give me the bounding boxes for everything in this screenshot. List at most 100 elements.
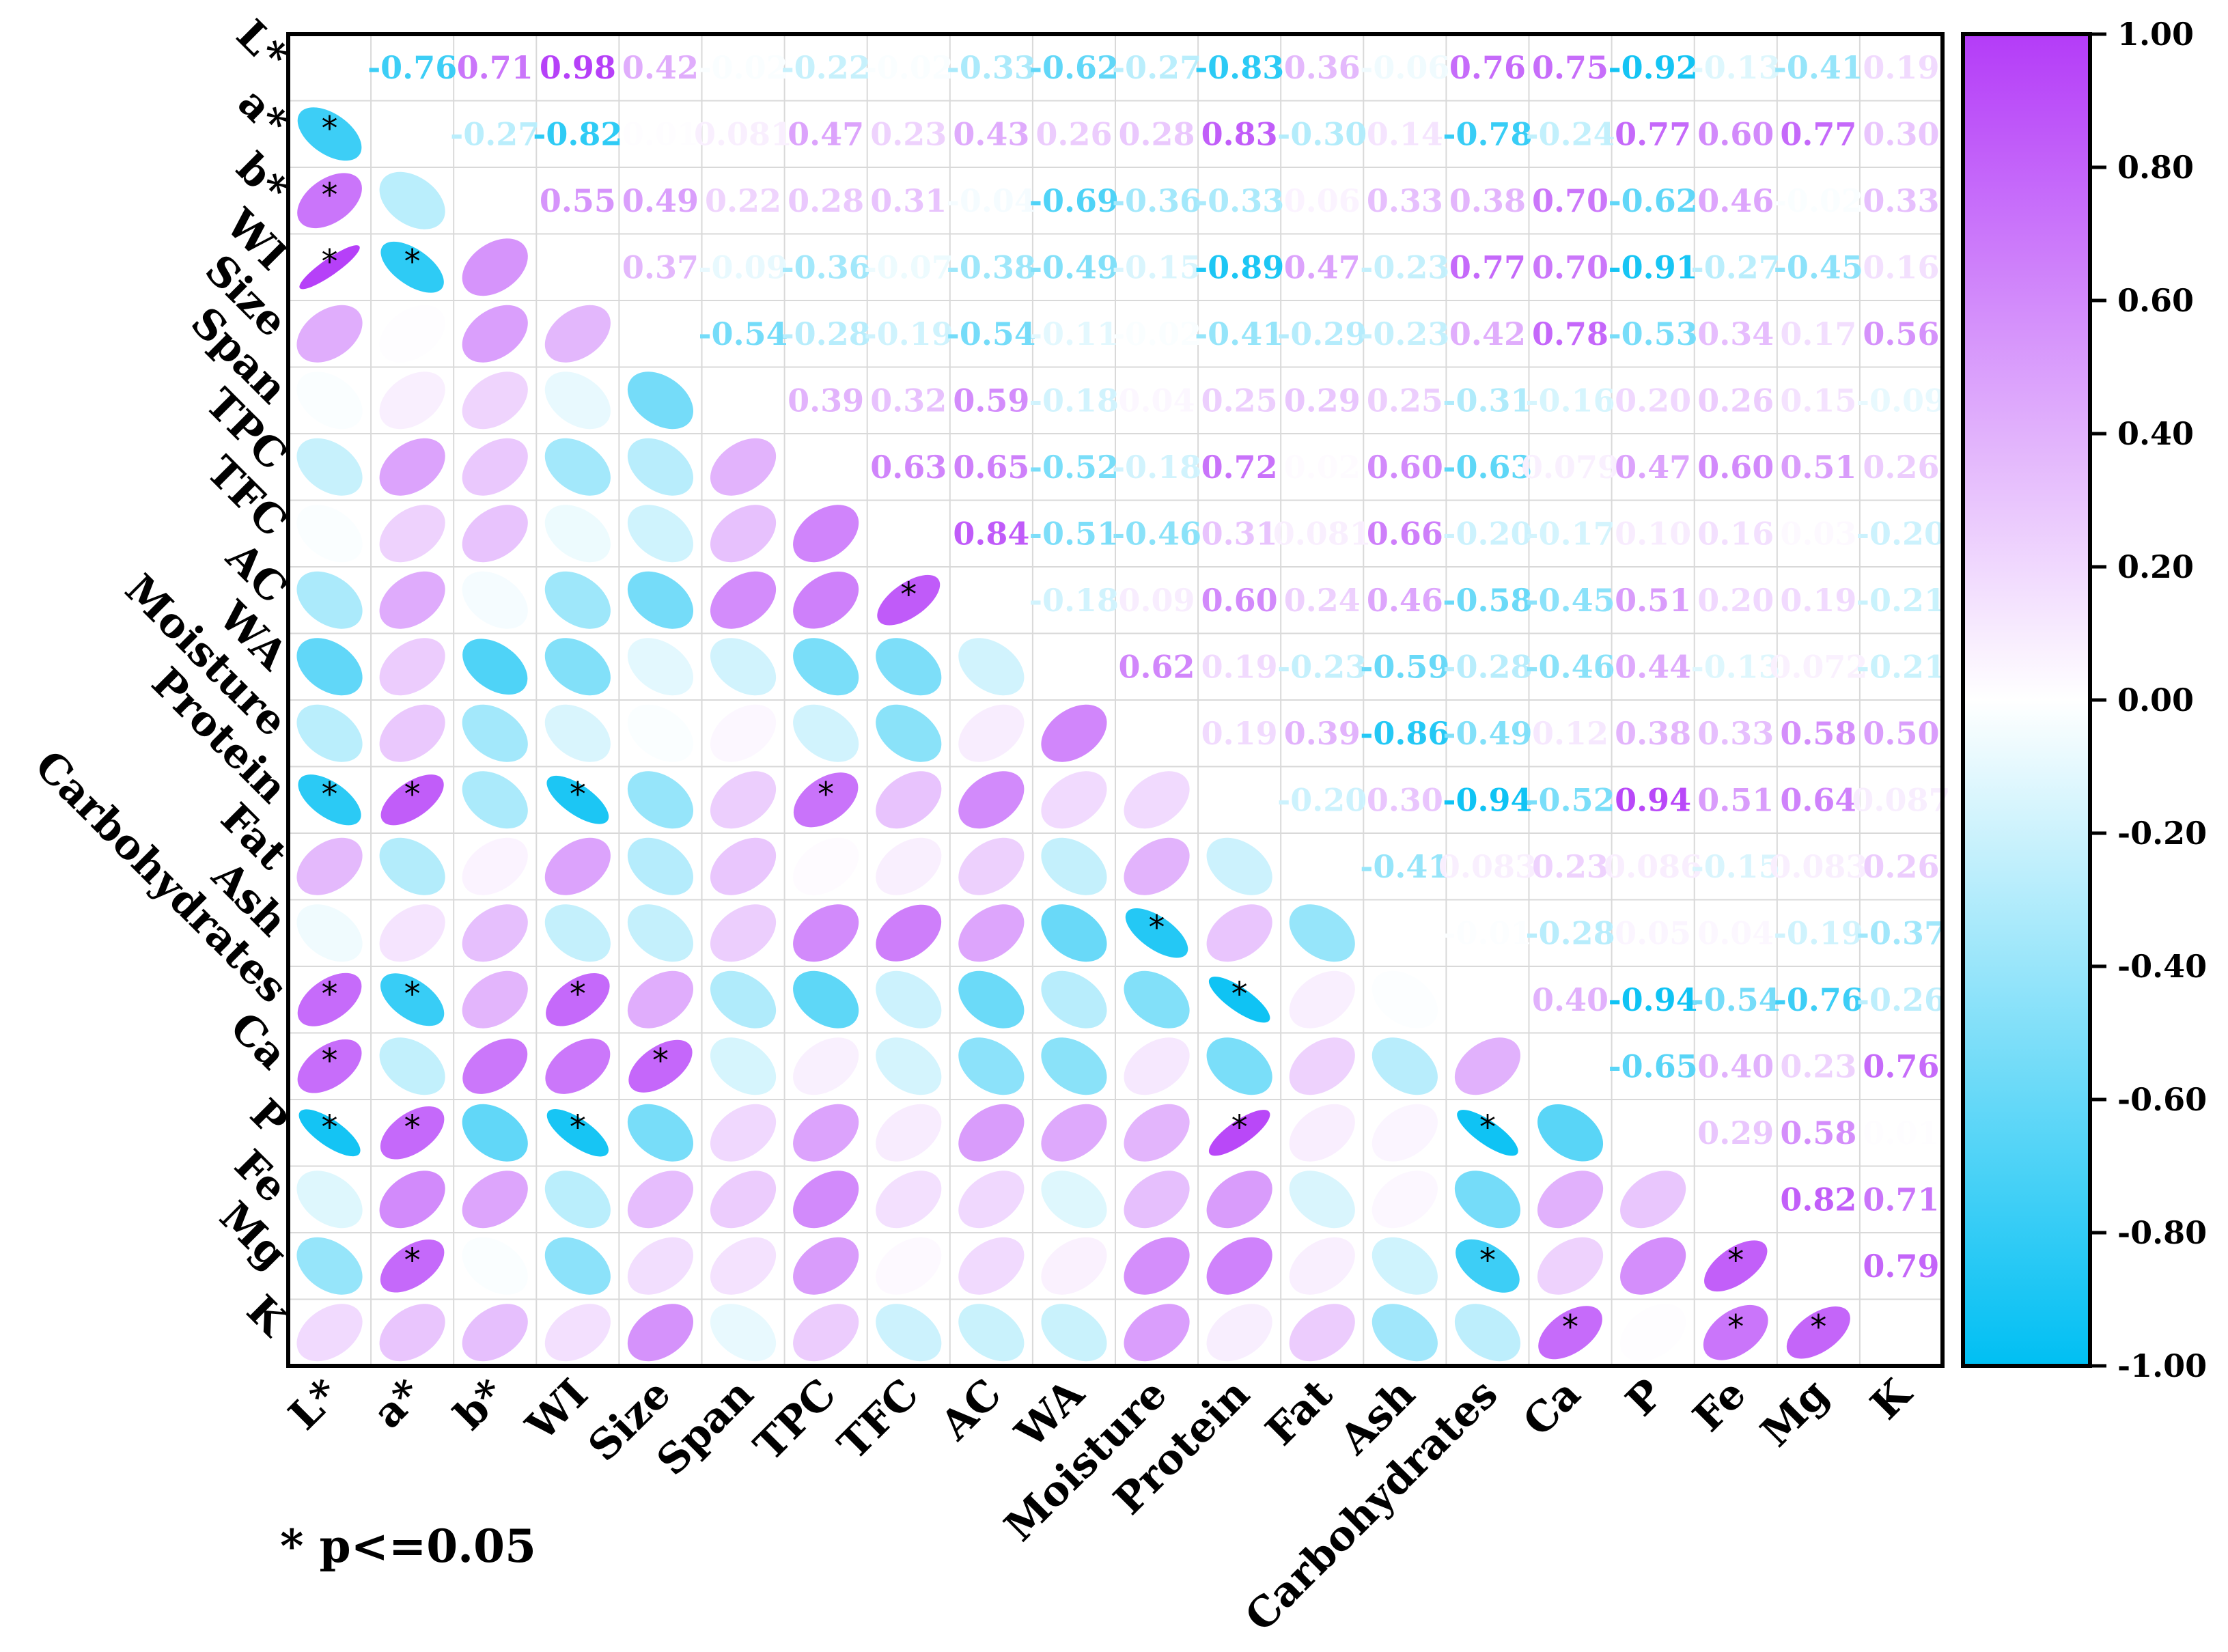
corr-ellipse-ca-tpc [793, 1037, 859, 1095]
corr-value-a-fe: 0.60 [1697, 115, 1774, 152]
corr-value-a-moisture: 0.28 [1119, 115, 1195, 152]
corr-ellipse-fat-moisture [1124, 837, 1190, 895]
corr-ellipse-carbohydrates-ash [1371, 970, 1438, 1028]
corr-ellipse-wa-tpc [793, 638, 859, 696]
corr-value-wi-carbohydrates: 0.77 [1449, 249, 1526, 285]
corr-value-size-k: 0.56 [1863, 316, 1939, 352]
significance-star: * [322, 109, 338, 148]
corr-ellipse-fe-a [379, 1171, 445, 1229]
plot-frame [286, 32, 1945, 1368]
correlation-values: -0.76 0.71 0.98 0.42 -0.02-0.22-0.02-0.33-0.… [367, 49, 1950, 1285]
corr-ellipse-wa-span [710, 638, 777, 696]
corr-ellipse-protein-tfc [876, 771, 942, 829]
corr-ellipse-ash-protein [1206, 904, 1272, 962]
corr-ellipse-moisture-span [710, 704, 777, 762]
corr-value-moisture-fat: 0.39 [1284, 715, 1361, 752]
corr-ellipse-ash-size [627, 904, 694, 962]
corr-value-tfc-ca: -0.17 [1525, 515, 1615, 552]
corr-ellipse-moisture-l [296, 704, 363, 762]
colorbar-tick-label: 0.00 [2117, 682, 2194, 718]
corr-value-b-tfc: 0.31 [870, 182, 947, 219]
corr-value-wi-p: -0.91 [1609, 249, 1698, 285]
corr-value-tpc-fe: 0.60 [1697, 449, 1774, 486]
corr-value-tfc-ac: 0.84 [953, 515, 1029, 552]
corr-ellipse-ca-moisture [1124, 1037, 1190, 1095]
corr-ellipse-protein-l [298, 774, 361, 826]
corr-ellipse-fat-b [462, 837, 528, 895]
corr-ellipse-carbohydrates-wi [546, 972, 610, 1026]
corr-ellipse-k-size [627, 1304, 694, 1362]
corr-value-b-k: 0.33 [1863, 182, 1939, 219]
corr-value-tfc-p: 0.10 [1615, 515, 1691, 552]
corr-value-tpc-protein: 0.72 [1201, 449, 1278, 486]
corr-ellipse-carbohydrates-b [462, 970, 528, 1028]
corr-value-fat-k: 0.26 [1863, 848, 1939, 885]
corr-ellipse-p-b [462, 1104, 528, 1162]
corr-value-a-b: -0.27 [450, 115, 540, 152]
corr-value-tpc-moisture: -0.18 [1112, 449, 1201, 486]
corr-ellipse-tfc-a [379, 505, 445, 563]
corr-ellipse-ca-wi [545, 1038, 611, 1094]
corr-ellipse-k-protein [1206, 1304, 1272, 1362]
corr-ellipse-moisture-tfc [876, 704, 942, 762]
corr-ellipse-ac-size [627, 571, 694, 629]
corr-ellipse-ca-wa [1041, 1037, 1107, 1095]
corr-ellipse-fe-wi [544, 1171, 611, 1229]
corr-value-ac-moisture: 0.09 [1119, 582, 1195, 619]
corr-ellipse-ca-ash [1371, 1037, 1438, 1095]
colorbar-tick-label: -0.40 [2117, 948, 2207, 985]
corr-value-a-tfc: 0.23 [870, 115, 947, 152]
corr-value-tfc-carbohydrates: -0.20 [1443, 515, 1532, 552]
corr-value-b-p: -0.62 [1609, 182, 1698, 219]
corr-value-tpc-fat: 0.02 [1284, 449, 1361, 486]
corr-ellipse-ca-protein [1206, 1037, 1272, 1095]
corr-ellipse-ac-a [379, 571, 445, 629]
corr-ellipse-carbohydrates-a [380, 973, 445, 1026]
corr-ellipse-wa-wi [544, 638, 611, 696]
corr-ellipse-ca-span [710, 1037, 777, 1095]
corr-ellipse-p-carbohydrates [1457, 1110, 1518, 1156]
corr-ellipse-carbohydrates-protein [1208, 977, 1270, 1023]
corr-ellipse-carbohydrates-moisture [1124, 970, 1190, 1028]
corr-ellipse-protein-a [380, 774, 444, 826]
corr-value-wa-protein: 0.19 [1201, 648, 1278, 685]
corr-ellipse-ash-b [462, 904, 528, 962]
corr-value-tfc-mg: 0.03 [1780, 515, 1856, 552]
corr-ellipse-size-wi [544, 305, 611, 363]
significance-star: * [570, 1108, 586, 1147]
corr-value-protein-fat: -0.20 [1277, 781, 1367, 818]
corr-ellipse-carbohydrates-wa [1041, 970, 1107, 1028]
corr-ellipse-ash-fat [1289, 904, 1355, 962]
corr-ellipse-wa-a [379, 638, 445, 696]
corr-value-b-mg: -0.02 [1774, 182, 1863, 219]
corr-value-span-fat: 0.29 [1284, 382, 1361, 419]
colorbar-tick-label: 0.20 [2117, 548, 2194, 585]
corr-ellipse-mg-tfc [876, 1237, 942, 1295]
corr-ellipse-p-tpc [793, 1104, 859, 1162]
corr-value-ca-fe: 0.40 [1697, 1048, 1774, 1084]
corr-value-ca-mg: 0.23 [1780, 1048, 1856, 1084]
corr-value-size-fe: 0.34 [1697, 316, 1774, 352]
significance-star: * [404, 775, 421, 813]
corr-ellipse-ac-l [296, 571, 363, 629]
corr-ellipse-fe-b [462, 1171, 528, 1229]
corr-value-span-wa: -0.18 [1029, 382, 1119, 419]
corr-value-p-fe: 0.29 [1697, 1115, 1774, 1151]
corr-value-carbohydrates-mg: -0.76 [1774, 981, 1863, 1018]
corr-value-tfc-ash: 0.66 [1367, 515, 1443, 552]
colorbar-ticks: 1.00 0.80 0.60 0.40 0.20 0.00 -0.20 -0.40 -0.60 -… [2090, 16, 2207, 1384]
corr-value-size-ac: -0.54 [947, 316, 1036, 352]
corr-ellipse-fe-protein [1206, 1171, 1272, 1229]
corr-ellipse-ash-l [296, 904, 363, 962]
corr-ellipse-moisture-size [627, 704, 694, 762]
significance-markers: * * * * * * * * * * * * * * * * * * * * * * * * * * * [322, 109, 1827, 1346]
corr-value-ac-p: 0.51 [1615, 582, 1691, 619]
corr-ellipse-ca-ac [958, 1037, 1025, 1095]
colorbar-tick-label: 1.00 [2117, 16, 2194, 53]
corr-value-size-wa: -0.11 [1029, 316, 1119, 352]
corr-ellipse-k-fat [1289, 1304, 1355, 1362]
corr-value-b-ash: 0.33 [1367, 182, 1443, 219]
significance-star: * [322, 242, 338, 281]
corr-value-tpc-ca: 0.079 [1521, 449, 1619, 486]
corr-value-tpc-mg: 0.51 [1780, 449, 1856, 486]
